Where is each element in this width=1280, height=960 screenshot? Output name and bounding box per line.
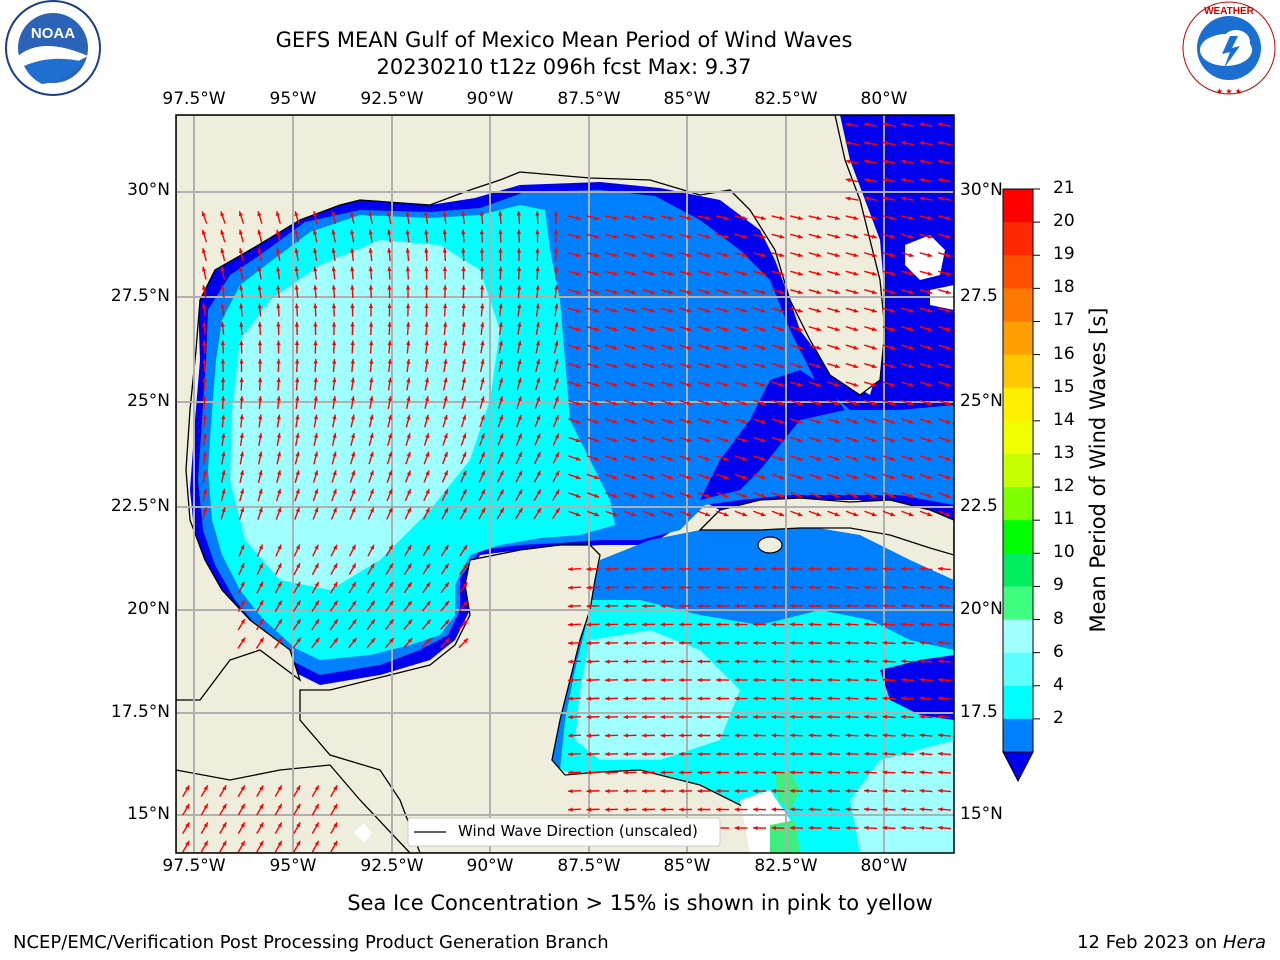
colorbar-segment (1003, 652, 1033, 687)
colorbar-segment (1003, 718, 1033, 753)
colorbar-tick-label: 6 (1053, 641, 1064, 662)
colorbar-tick-label: 11 (1053, 509, 1075, 530)
colorbar (1002, 188, 1040, 783)
colorbar-segment (1003, 619, 1033, 654)
footer-date: 12 Feb 2023 on Hera (1077, 932, 1266, 953)
lat-tick-right: 22.5 (960, 496, 998, 516)
chart-title: GEFS MEAN Gulf of Mexico Mean Period of … (275, 28, 853, 52)
lat-tick-left: 15°N (127, 804, 170, 824)
cuba-land (698, 497, 954, 556)
colorbar-tick-label: 15 (1053, 376, 1075, 397)
colorbar-tick-label: 10 (1053, 542, 1075, 563)
colorbar-segment (1003, 520, 1033, 554)
lat-tick-left: 22.5°N (110, 496, 170, 516)
map-grid (176, 115, 954, 853)
lat-tick-right: 30°N (960, 180, 1003, 200)
lat-tick-left: 17.5°N (110, 702, 170, 722)
lon-tick-top: 92.5°W (360, 89, 424, 109)
lat-tick-left: 30°N (127, 180, 170, 200)
lat-tick-left: 25°N (127, 391, 170, 411)
svg-text:★ ★ ★: ★ ★ ★ (1216, 87, 1242, 96)
lon-tick-top: 85°W (663, 89, 711, 109)
svg-text:WEATHER: WEATHER (1204, 6, 1255, 17)
colorbar-segment (1003, 553, 1033, 587)
chart-subtitle: 20230210 t12z 096h fcst Max: 9.37 (376, 55, 752, 79)
lat-tick-left: 27.5°N (110, 286, 170, 306)
footer-date-text: 12 Feb 2023 on (1077, 932, 1223, 953)
lon-tick-top: 82.5°W (754, 89, 818, 109)
colorbar-tick-label: 9 (1053, 575, 1064, 596)
colorbar-segment (1003, 255, 1033, 289)
lon-tick-top: 97.5°W (162, 89, 226, 109)
lon-tick-bottom: 92.5°W (360, 856, 424, 876)
lon-tick-top: 90°W (466, 89, 514, 109)
map-frame (175, 114, 955, 854)
colorbar-segment (1003, 321, 1033, 356)
colorbar-tick-label: 19 (1053, 244, 1075, 265)
caribbean-light (575, 630, 740, 760)
lat-tick-right: 15°N (960, 804, 1003, 824)
small-island (354, 823, 372, 843)
map-legend (407, 817, 721, 847)
footer-machine: Hera (1222, 932, 1266, 953)
lon-tick-bottom: 97.5°W (162, 856, 226, 876)
noaa-logo-text: NOAA (31, 25, 75, 42)
colorbar-segment (1003, 288, 1033, 322)
colorbar-segment (1003, 420, 1033, 455)
lon-tick-bottom: 87.5°W (557, 856, 621, 876)
lat-tick-left: 20°N (127, 599, 170, 619)
colorbar-tick-label: 16 (1053, 343, 1075, 364)
colorbar-tick-label: 18 (1053, 277, 1075, 298)
lat-tick-right: 20°N (960, 599, 1003, 619)
wind-wave-arrows (182, 122, 952, 853)
colorbar-segment (1003, 189, 1033, 223)
colorbar-segment (1003, 354, 1033, 389)
lon-tick-top: 95°W (269, 89, 317, 109)
colorbar-tick-label: 20 (1053, 211, 1075, 232)
legend-label: Wind Wave Direction (unscaled) (458, 822, 698, 840)
colorbar-tick-label: 13 (1053, 442, 1075, 463)
lon-tick-bottom: 95°W (269, 856, 317, 876)
ice-note: Sea Ice Concentration > 15% is shown in … (347, 891, 933, 915)
colorbar-tick-label: 21 (1053, 178, 1075, 198)
colorbar-tick-label: 2 (1053, 707, 1064, 728)
lat-tick-right: 25°N (960, 391, 1003, 411)
lon-tick-bottom: 85°W (663, 856, 711, 876)
lat-tick-right: 17.5 (960, 702, 998, 722)
caribbean-dark-patch (880, 655, 954, 720)
colorbar-segment (1003, 586, 1033, 621)
colorbar-segment (1003, 685, 1033, 720)
colorbar-tick-label: 4 (1053, 674, 1064, 695)
colorbar-tick-label: 17 (1053, 310, 1075, 331)
colorbar-segment (1003, 487, 1033, 521)
footer-branch: NCEP/EMC/Verification Post Processing Pr… (13, 932, 609, 953)
lon-tick-bottom: 90°W (466, 856, 514, 876)
colorbar-title: Mean Period of Wind Waves [s] (1086, 307, 1110, 633)
lon-tick-bottom: 82.5°W (754, 856, 818, 876)
colorbar-segment (1003, 453, 1033, 488)
caribbean-east-light (850, 740, 954, 853)
lat-tick-right: 27.5 (960, 286, 998, 306)
colorbar-tick-label: 12 (1053, 476, 1075, 497)
lon-tick-top: 80°W (860, 89, 908, 109)
colorbar-segment (1003, 387, 1033, 422)
nws-logo: WEATHER ★ ★ ★ (1182, 1, 1276, 96)
lon-tick-top: 87.5°W (557, 89, 621, 109)
lon-tick-bottom: 80°W (860, 856, 908, 876)
colorbar-tick-label: 14 (1053, 409, 1075, 430)
noaa-logo: NOAA (5, 0, 101, 96)
colorbar-tick-label: 8 (1053, 608, 1064, 629)
mexico-land (176, 115, 886, 701)
colorbar-segment (1003, 222, 1033, 256)
colorbar-extend-triangle (1002, 751, 1034, 783)
